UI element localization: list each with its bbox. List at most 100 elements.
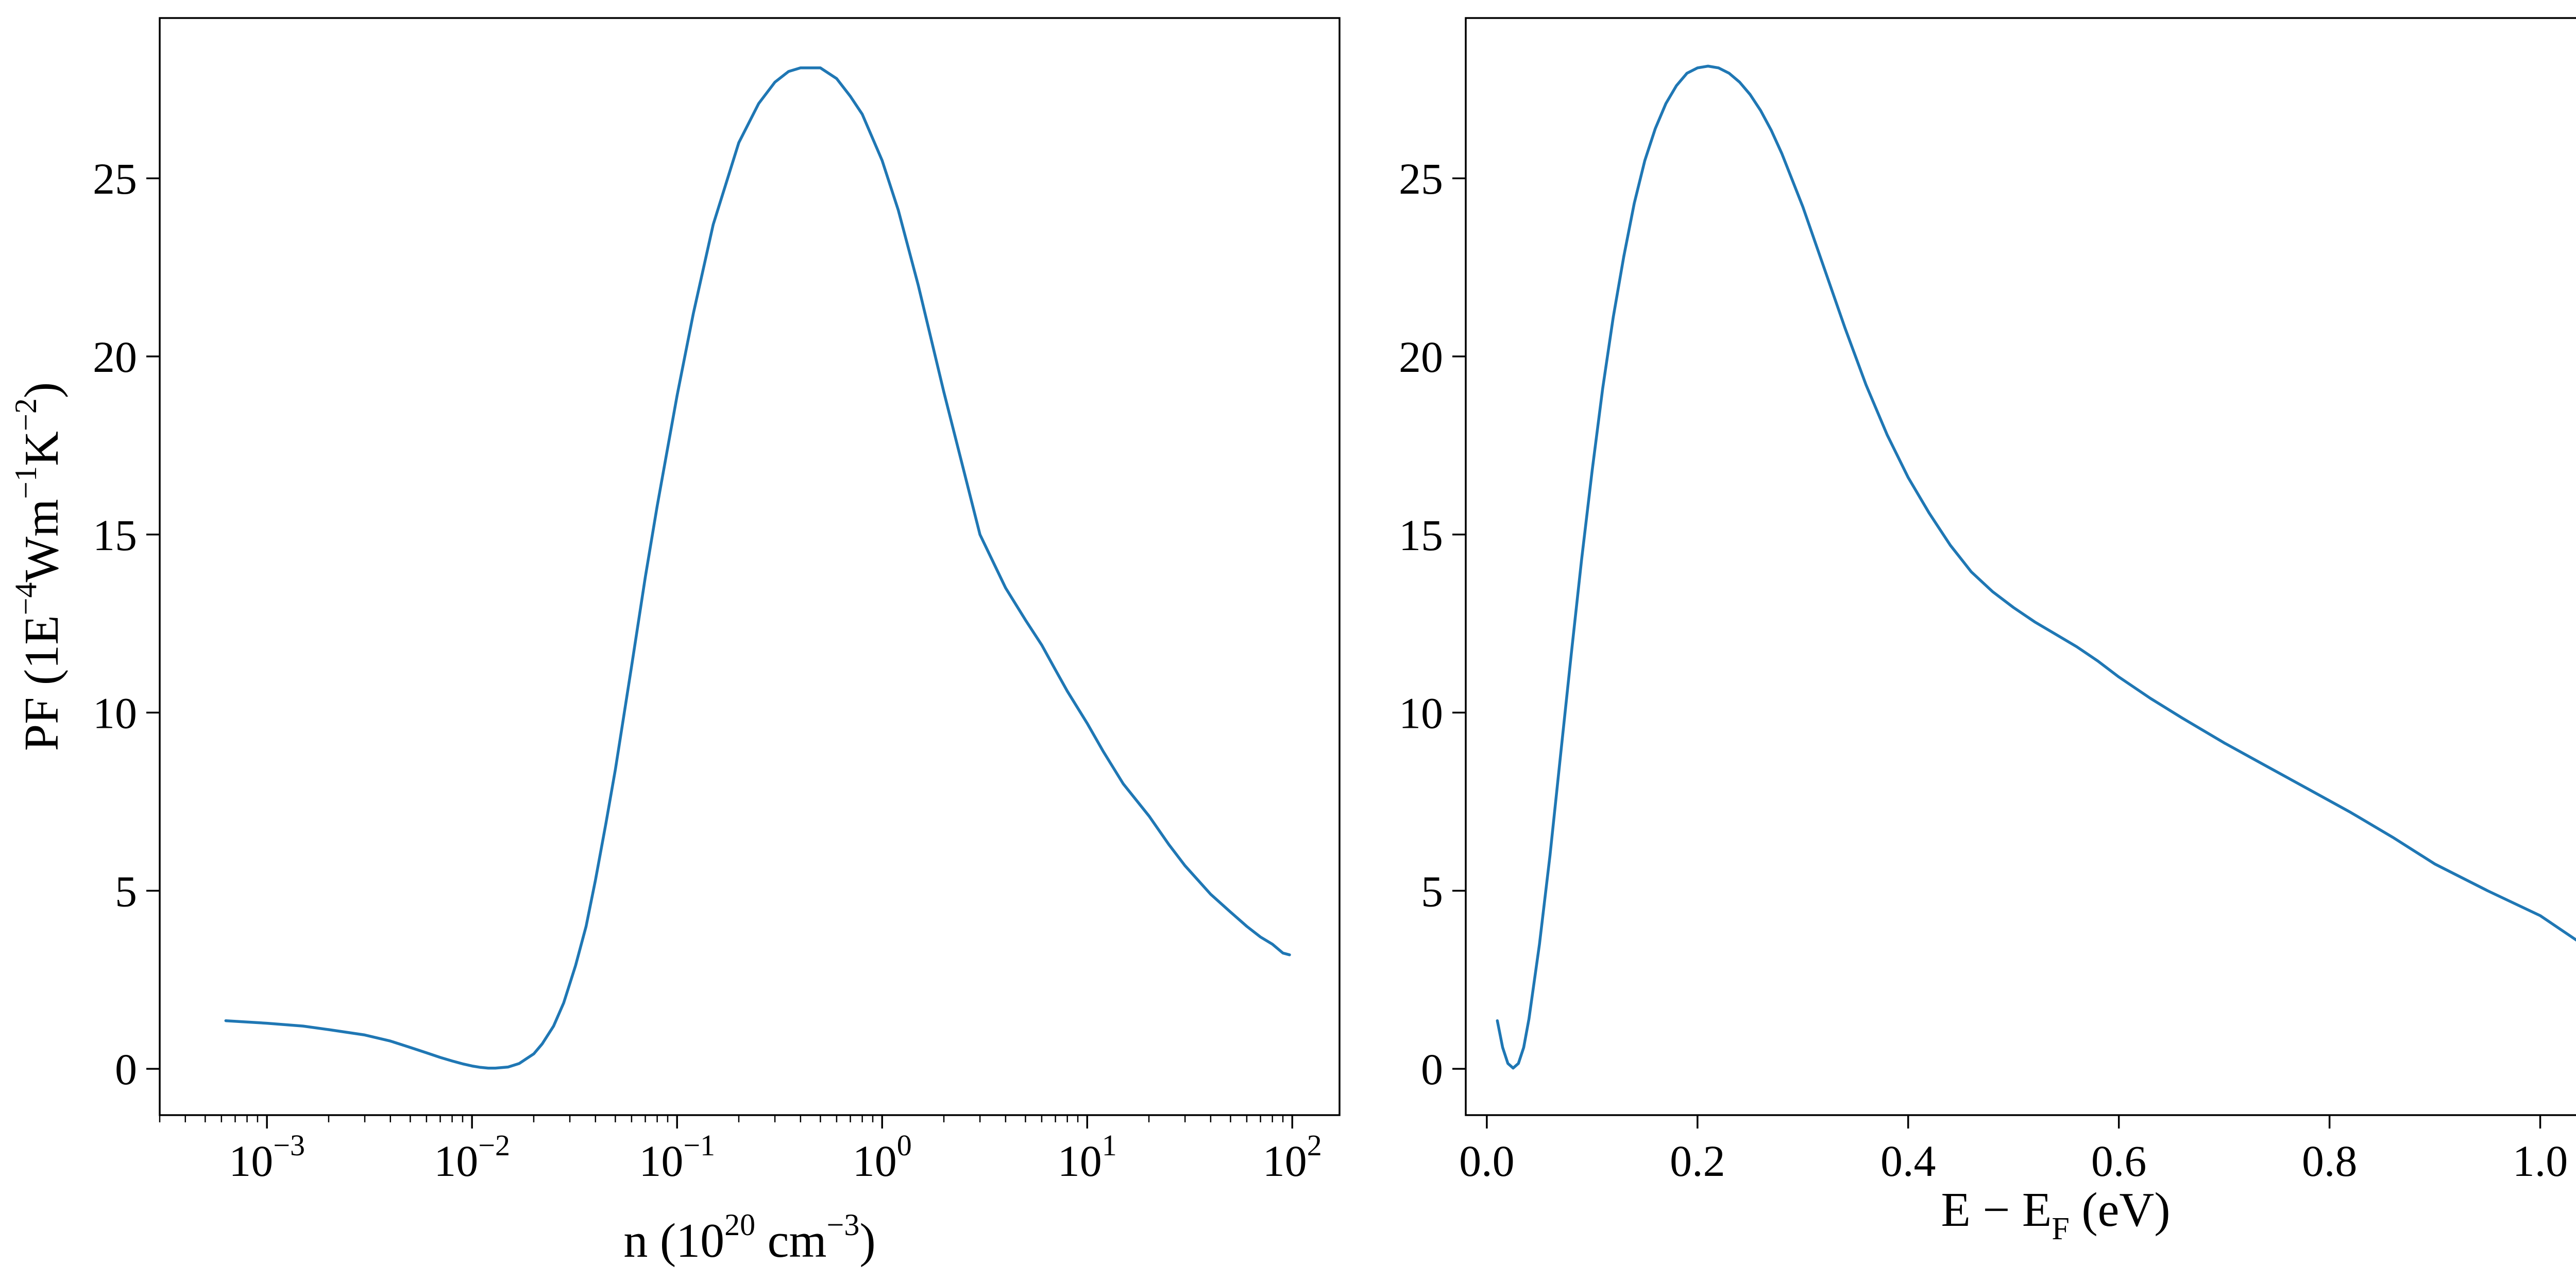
left-data-point [1246,925,1248,928]
right-data-point [2149,697,2152,699]
left-data-point [962,469,965,472]
right-data-point [1738,81,1741,83]
right-x-axis-label: E − EF (eV) [1941,1183,2170,1246]
right-data-point [1512,1067,1515,1069]
right-x-tick-label: 0.6 [2091,1136,2147,1186]
left-data-point [1054,669,1057,671]
left-data-point [1167,843,1170,846]
right-data-point [2117,676,2120,678]
right-data-point [2486,890,2489,892]
left-data-point [979,533,981,536]
right-data-point [1886,434,1888,436]
right-x-axis-ticks: 0.0 0.2 0.4 0.6 0.8 1.0 [1459,1115,2568,1186]
left-data-point [461,1063,464,1065]
left-data-point [425,1052,428,1054]
left-series-line [224,66,1291,1070]
left-data-point [471,1065,473,1067]
left-y-tick-label: 20 [93,332,137,382]
right-data-point [1538,943,1541,946]
left-x-tick-label: 101 [1058,1129,1117,1186]
left-data-point [479,1066,482,1069]
right-data-point [1696,66,1699,69]
right-data-point [2307,788,2310,791]
right-data-point [1528,1018,1530,1020]
right-data-point [1643,159,1646,162]
left-data-point [585,925,587,928]
right-data-point [1654,127,1657,130]
right-data-point [1570,654,1572,657]
left-data-point [861,113,863,115]
right-data-point [1549,854,1551,857]
right-data-point [1501,1046,1504,1049]
left-data-point [787,70,790,73]
right-chart-panel: 0.0 0.2 0.4 0.6 0.8 1.0 0 5 10 15 20 25 E − EF (eV… [1399,17,2576,1246]
right-data-point [1496,1019,1499,1022]
left-x-tick-label: 10−1 [639,1129,715,1186]
left-data-point [487,1067,489,1069]
right-data-point [1506,1062,1509,1065]
left-x-axis-ticks: 10−3 10−2 10−1 100 101 102 [159,1115,1322,1186]
right-y-tick-label: 25 [1399,154,1443,203]
left-x-tick-label: 100 [853,1129,912,1186]
right-plot-frame [1465,17,2576,1116]
left-plot-marks [224,66,1291,1070]
right-data-point [1580,558,1583,561]
left-data-point [605,822,607,824]
right-data-point [1601,387,1604,390]
left-data-point [1086,722,1089,725]
left-data-point [799,66,802,69]
right-data-point [2392,836,2394,839]
right-x-tick-label: 0.2 [1670,1136,1725,1186]
left-y-axis-ticks: 0 5 10 15 20 25 [93,154,160,1094]
right-data-point [2434,863,2436,865]
left-data-point [692,313,694,315]
left-data-point [819,66,822,69]
left-data-point [630,665,633,668]
left-data-point [574,964,577,967]
right-data-point [1970,571,1973,573]
right-data-point [2012,606,2015,609]
left-data-point [389,1040,392,1042]
right-data-point [1622,255,1625,258]
left-data-point [552,1025,555,1028]
left-chart-panel: 10−3 10−2 10−1 100 101 102 0 5 10 15 20 25 n (1020… [9,17,1341,1268]
left-data-point [1209,893,1212,896]
left-data-point [507,1066,510,1068]
right-data-point [2096,660,2099,662]
right-data-point [1522,1046,1525,1049]
right-data-point [1612,316,1615,318]
left-data-point [943,391,945,394]
right-data-point [2033,621,2036,623]
right-data-point [1802,206,1804,208]
left-data-point [364,1034,366,1036]
left-data-point [1259,936,1262,938]
left-data-point [1024,619,1027,621]
right-y-tick-label: 0 [1421,1045,1443,1094]
right-data-point [1686,72,1688,75]
left-data-point [849,95,852,98]
right-data-point [2055,633,2057,636]
left-data-point [563,1002,565,1004]
left-data-point [881,159,884,162]
right-data-point [1991,590,1994,593]
left-data-point [302,1025,304,1028]
right-series-line [1496,64,2576,1070]
left-data-point [1184,864,1187,867]
right-data-point [1759,109,1762,112]
left-data-point [533,1053,535,1055]
left-data-point [1148,815,1150,817]
left-data-point [1102,750,1105,753]
right-data-point [1707,65,1709,67]
right-data-point [2265,765,2267,767]
left-data-point [518,1062,520,1065]
left-data-point [917,284,920,286]
left-y-tick-label: 0 [115,1045,137,1094]
right-data-point [1844,327,1846,329]
right-data-point [2223,742,2226,744]
left-data-point [656,505,658,507]
left-data-point [644,576,647,578]
left-data-point [266,1022,268,1024]
left-data-point [835,77,838,80]
left-data-point [676,395,679,397]
